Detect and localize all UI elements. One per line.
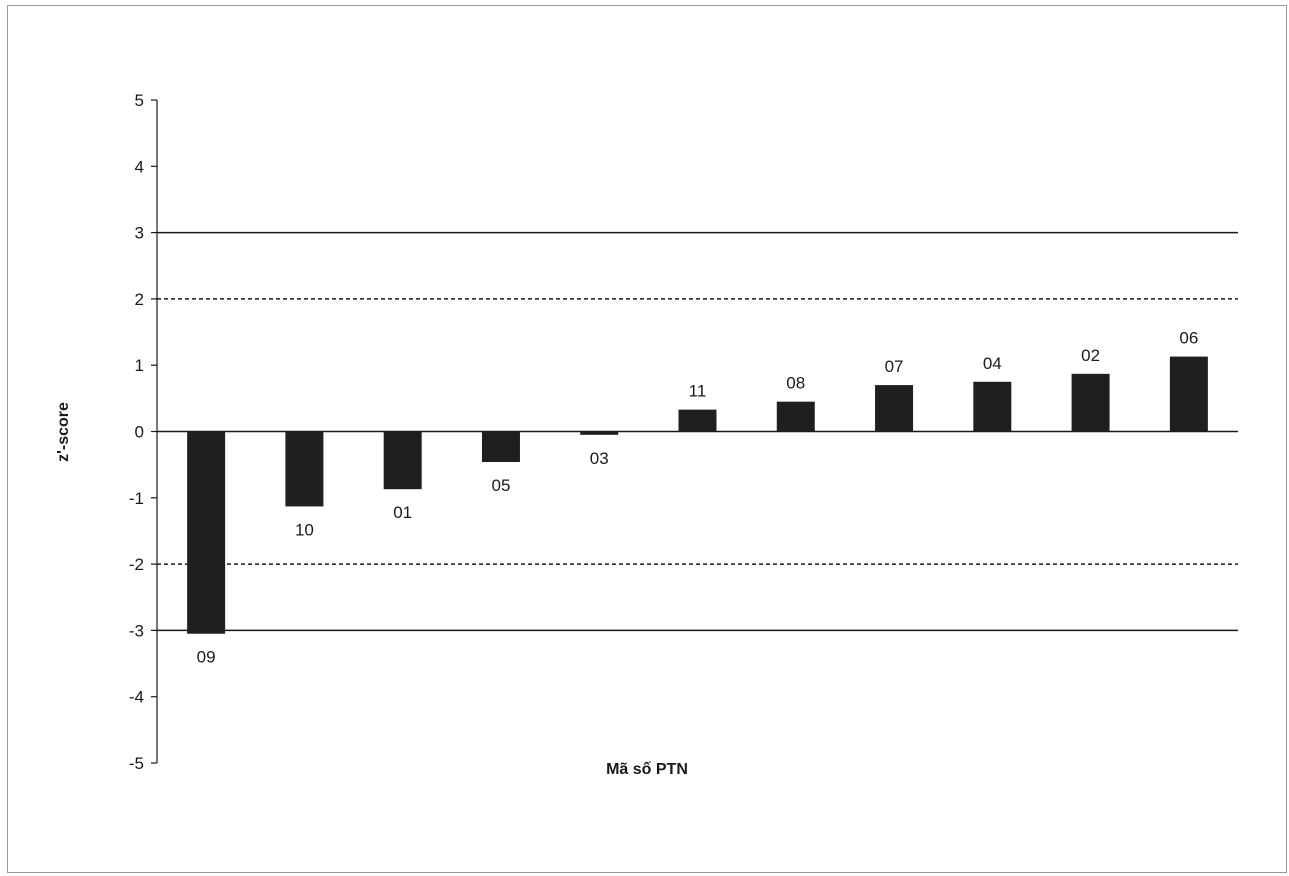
bar: [973, 381, 1012, 432]
y-axis: 5 4 3 2 1 0 -1 -2 -3 -4 -5: [129, 91, 158, 773]
bar-label: 09: [197, 648, 216, 667]
bar: [187, 431, 226, 634]
bar-label: 10: [295, 520, 314, 539]
bar: [875, 385, 914, 432]
y-tick-label: 3: [135, 224, 144, 243]
bar-label: 03: [590, 449, 609, 468]
y-tick-label: 2: [135, 290, 144, 309]
bar-label: 08: [786, 374, 805, 393]
y-tick-label: -1: [129, 489, 144, 508]
y-tick-label: 4: [135, 157, 144, 176]
bar-label: 05: [491, 476, 510, 495]
bar-label: 01: [393, 503, 412, 522]
bar: [776, 401, 815, 432]
y-tick-label: -2: [129, 555, 144, 574]
bar: [285, 431, 324, 507]
bar: [383, 431, 422, 490]
bar-label: 04: [983, 354, 1002, 373]
bar-label: 07: [885, 357, 904, 376]
category-labels: 09 10 01 05 03 11 08 07 04 02 06: [197, 329, 1199, 667]
bar-label: 02: [1081, 346, 1100, 365]
y-tick-label: 0: [135, 423, 144, 442]
reference-lines: [157, 231, 1238, 632]
bar: [1169, 356, 1208, 432]
bar-label: 06: [1179, 329, 1198, 348]
y-tick-label: -3: [129, 621, 144, 640]
bar: [580, 431, 619, 435]
bar: [481, 431, 520, 462]
y-tick-label: -4: [129, 688, 144, 707]
bars: [187, 356, 1208, 634]
x-axis-title: Mã số PTN: [606, 761, 688, 778]
y-axis-title: z'-score: [55, 402, 72, 462]
y-tick-label: 1: [135, 356, 144, 375]
y-tick-label: -5: [129, 754, 144, 773]
y-tick-label: 5: [135, 91, 144, 110]
bar: [1071, 373, 1110, 432]
bar-label: 11: [689, 382, 707, 401]
bar: [678, 409, 717, 432]
